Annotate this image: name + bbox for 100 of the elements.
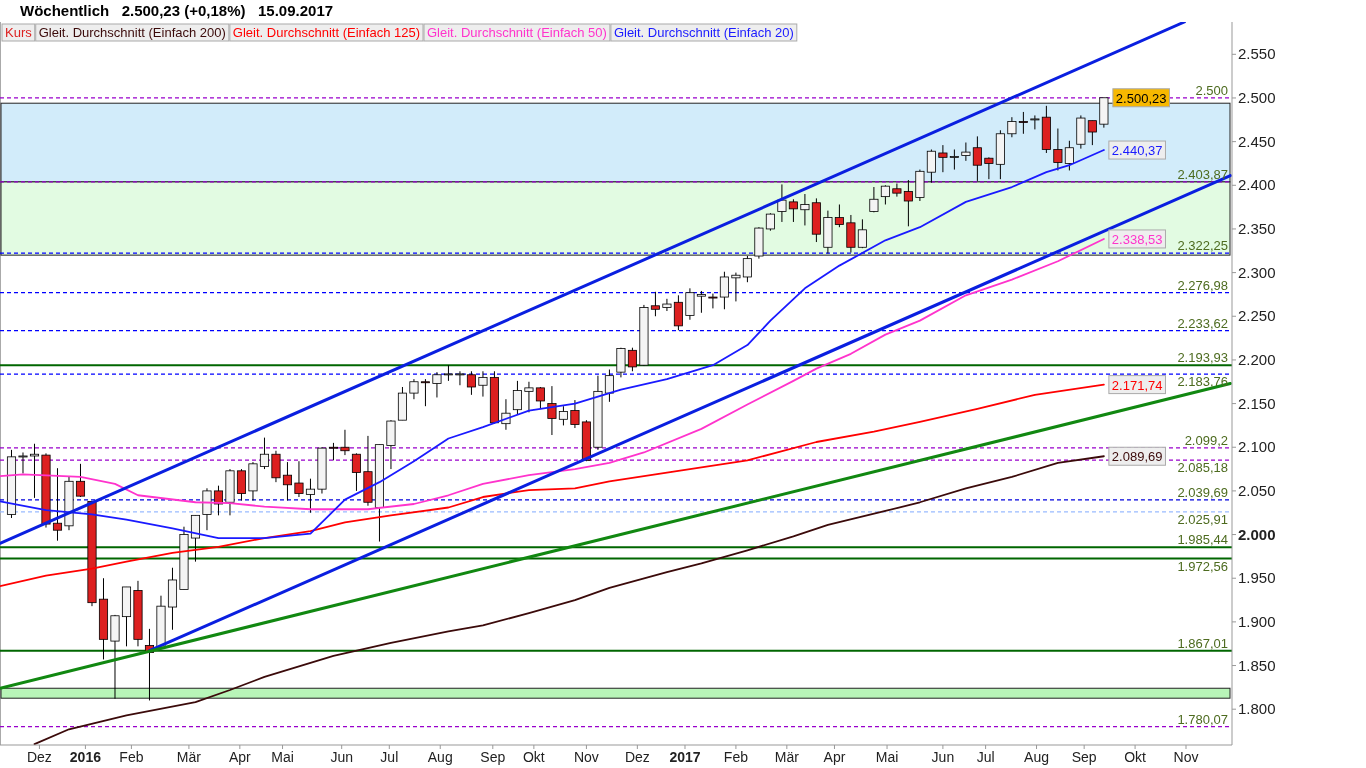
x-tick-label: Feb bbox=[119, 749, 144, 765]
candlestick bbox=[29, 443, 40, 499]
candlestick bbox=[1007, 116, 1017, 138]
x-tick-label: Jul bbox=[976, 749, 995, 765]
y-tick-label: 1.900 bbox=[1238, 612, 1276, 630]
x-tick-label: Apr bbox=[823, 749, 846, 765]
annotation: 2.500,23 bbox=[1115, 90, 1167, 106]
candlestick bbox=[685, 287, 695, 321]
candlestick bbox=[190, 514, 201, 563]
candlestick bbox=[524, 381, 534, 413]
x-tick-label: Mai bbox=[271, 749, 294, 765]
y-tick-label: 1.800 bbox=[1238, 700, 1276, 718]
candlestick bbox=[271, 450, 281, 483]
candlestick bbox=[627, 347, 637, 372]
candlestick bbox=[75, 463, 86, 498]
candlestick bbox=[340, 429, 350, 456]
y-tick-label: 2.050 bbox=[1238, 481, 1276, 499]
candlestick bbox=[834, 204, 844, 228]
line-series bbox=[0, 238, 1105, 511]
x-tick-label: 2017 bbox=[669, 749, 701, 765]
ref-line-label: 2.085,18 bbox=[1177, 460, 1228, 476]
candlestick bbox=[731, 272, 741, 302]
ref-line-label: 1.780,07 bbox=[1177, 711, 1228, 727]
candlestick bbox=[1018, 111, 1028, 135]
candlestick bbox=[351, 452, 361, 492]
x-tick-label: Jul bbox=[380, 749, 399, 765]
candlestick bbox=[650, 291, 660, 317]
line-series bbox=[0, 149, 1105, 539]
ref-line-label: 1.972,56 bbox=[1177, 558, 1228, 574]
ref-line-label: 2.039,69 bbox=[1177, 484, 1228, 500]
ref-line-label: 2.233,62 bbox=[1177, 315, 1228, 331]
candlestick bbox=[305, 478, 315, 514]
ref-line-label: 1.867,01 bbox=[1177, 635, 1228, 651]
text: Kurs bbox=[5, 25, 33, 40]
line-series bbox=[33, 455, 1105, 745]
candlestick bbox=[903, 179, 913, 227]
candlestick bbox=[420, 378, 430, 407]
x-tick-label: Okt bbox=[1124, 749, 1147, 765]
ref-line-label: 1.985,44 bbox=[1177, 532, 1228, 548]
candlestick bbox=[616, 347, 626, 378]
y-tick-label: 2.350 bbox=[1238, 219, 1276, 237]
candlestick bbox=[282, 461, 293, 502]
candlestick bbox=[547, 385, 557, 436]
y-tick-label: 1.950 bbox=[1238, 569, 1276, 587]
candlestick bbox=[52, 467, 63, 542]
x-tick-label: Feb bbox=[723, 749, 749, 765]
candlestick bbox=[18, 451, 28, 474]
y-tick-label: 2.550 bbox=[1238, 45, 1276, 63]
candlestick bbox=[604, 369, 614, 403]
candlestick bbox=[1064, 140, 1074, 171]
y-tick-label: 2.150 bbox=[1238, 394, 1276, 412]
text: Gleit. Durchschnitt (Einfach 50) bbox=[427, 25, 607, 40]
candlestick bbox=[880, 184, 890, 205]
candlestick bbox=[857, 218, 867, 249]
x-tick-label: Okt bbox=[522, 749, 545, 765]
chart-title: Wöchentlich 2.500,23 (+0,18%) 15.09.2017 bbox=[20, 2, 334, 19]
x-tick-label: Jun bbox=[931, 749, 955, 765]
candlestick bbox=[800, 193, 810, 226]
candlestick bbox=[938, 144, 948, 173]
candlestick bbox=[662, 298, 672, 312]
ref-line-label: 2.025,91 bbox=[1177, 511, 1228, 527]
y-tick-label: 2.250 bbox=[1238, 307, 1276, 325]
data-label: 2.171,74 bbox=[1111, 377, 1163, 393]
candlestick bbox=[455, 370, 465, 386]
candlestick bbox=[512, 380, 522, 416]
y-tick-label: 1.850 bbox=[1238, 656, 1276, 674]
candlestick bbox=[788, 198, 798, 223]
x-tick-label: Nov bbox=[1173, 749, 1199, 765]
ref-line-label: 2.193,93 bbox=[1177, 350, 1228, 366]
y-tick-label: 2.000 bbox=[1238, 525, 1276, 543]
ref-line-label: 2.500 bbox=[1195, 82, 1228, 98]
x-tick-label: Mai bbox=[875, 749, 899, 765]
candlestick bbox=[466, 370, 476, 396]
data-label: 2.338,53 bbox=[1111, 231, 1163, 247]
text: Gleit. Durchschnitt (Einfach 20) bbox=[613, 25, 794, 40]
x-tick-label: Jun bbox=[330, 749, 353, 765]
candlestick bbox=[742, 255, 752, 283]
x-tick-label: Aug bbox=[427, 749, 453, 765]
candlestick bbox=[236, 468, 247, 502]
candlestick bbox=[1087, 120, 1097, 146]
candlestick bbox=[1053, 128, 1063, 171]
candlestick bbox=[202, 487, 212, 531]
candlestick bbox=[949, 148, 959, 171]
text: Gleit. Durchschnitt (Einfach 200) bbox=[38, 25, 226, 40]
y-tick-label: 2.200 bbox=[1238, 350, 1276, 368]
x-tick-label: Nov bbox=[573, 749, 599, 765]
candlestick bbox=[478, 370, 488, 398]
candlestick bbox=[696, 290, 706, 314]
x-tick-label: Mär bbox=[176, 749, 202, 765]
candlestick bbox=[719, 271, 729, 310]
candlestick bbox=[558, 405, 568, 426]
ref-line-label: 2.403,87 bbox=[1177, 166, 1228, 182]
x-tick-label: Aug bbox=[1024, 749, 1049, 765]
ref-line-label: 2.322,25 bbox=[1177, 238, 1228, 254]
line-series bbox=[0, 383, 1105, 587]
candlestick bbox=[777, 183, 787, 223]
candlestick bbox=[673, 294, 683, 331]
text: Gleit. Durchschnitt (Einfach 125) bbox=[232, 25, 421, 40]
x-tick-label: Dez bbox=[624, 749, 650, 765]
candlestick bbox=[984, 156, 994, 180]
